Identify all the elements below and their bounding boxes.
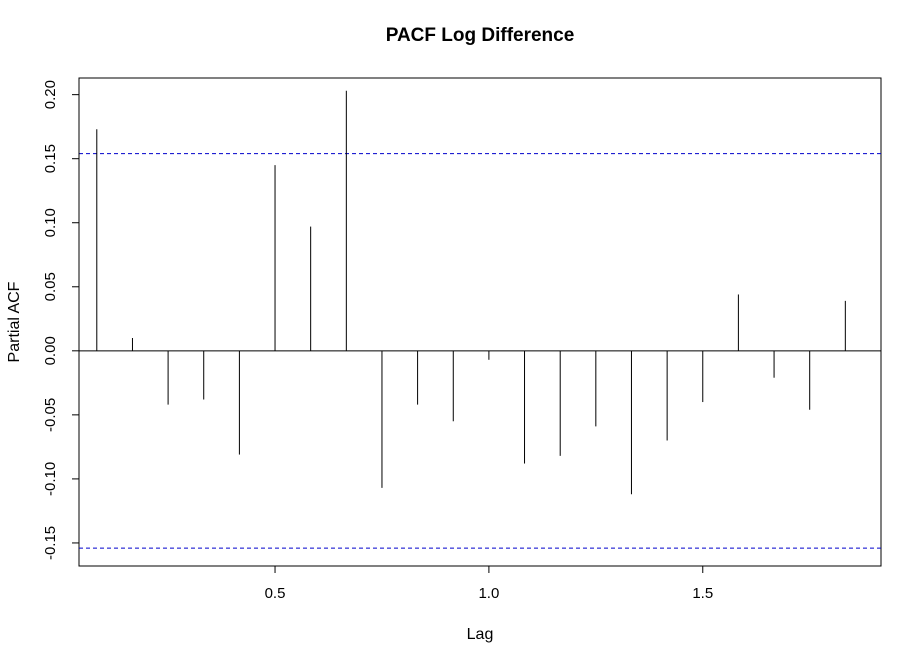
chart-title: PACF Log Difference [386,25,575,46]
y-tick-label-1: -0.15 [42,526,59,560]
x-tick-label-3: 1.5 [692,585,713,602]
x-tick-label-1: 0.5 [265,585,286,602]
y-tick-label-3: -0.05 [42,398,59,432]
y-tick-label-6: 0.10 [42,208,59,237]
y-axis-label: Partial ACF [6,281,23,362]
y-tick-label-4: 0.00 [42,336,59,365]
x-tick-label-2: 1.0 [478,585,499,602]
chart-marks: 0.5 1.0 1.5 -0.15 -0.10 -0.05 0.00 0.05 0.10 0.15… [42,80,881,602]
y-tick-label-5: 0.05 [42,272,59,301]
y-tick-label-2: -0.10 [42,462,59,496]
x-axis-label: Lag [467,626,494,643]
plot-frame [78,77,882,567]
y-tick-label-8: 0.20 [42,80,59,109]
y-tick-label-7: 0.15 [42,144,59,173]
